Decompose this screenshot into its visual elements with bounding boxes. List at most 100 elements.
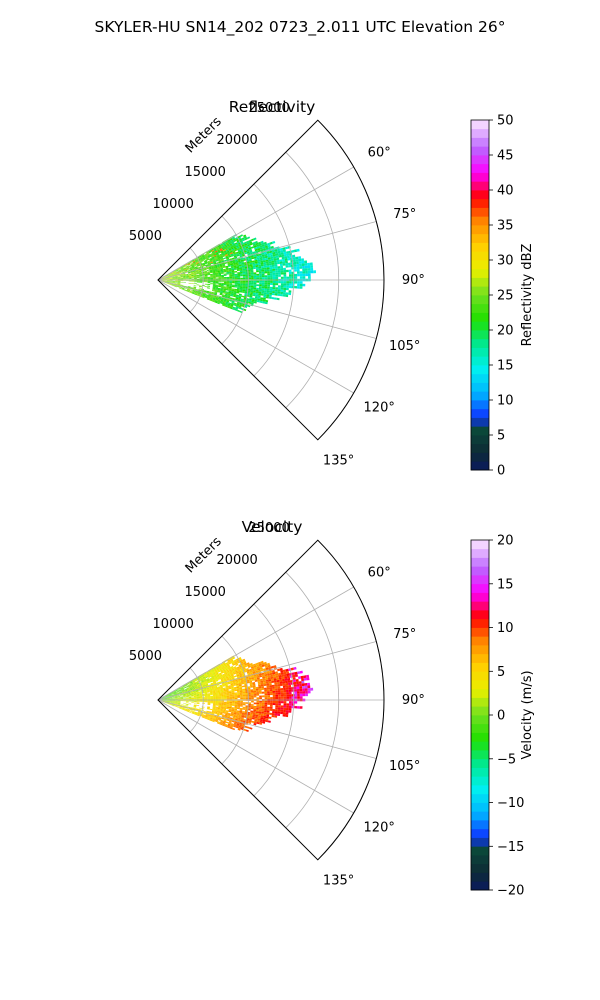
echo-cell (269, 685, 273, 688)
echo-cell (257, 682, 261, 685)
echo-cell (228, 242, 232, 245)
echo-cell (231, 711, 234, 713)
echo-cell (173, 690, 176, 693)
echo-cell (247, 269, 251, 272)
echo-cell (231, 268, 235, 271)
echo-cell (254, 261, 258, 264)
echo-cell (171, 274, 175, 276)
echo-cell (256, 693, 260, 696)
echo-cell (284, 256, 288, 259)
echo-cell (233, 266, 237, 269)
echo-cell (219, 302, 223, 305)
echo-cell (242, 271, 246, 274)
echo-cell (174, 286, 177, 288)
echo-cell (204, 696, 208, 698)
echo-cell (215, 282, 219, 284)
echo-cell (205, 295, 208, 297)
echo-cell (236, 265, 240, 267)
echo-cell (229, 274, 232, 276)
echo-cell (260, 297, 264, 300)
echo-cell (231, 667, 234, 670)
echo-cell (191, 279, 195, 280)
echo-cell (169, 275, 172, 277)
echo-cell (167, 701, 170, 702)
echo-cell (251, 678, 255, 681)
echo-cell (177, 277, 181, 278)
echo-cell (232, 695, 235, 697)
echo-cell (245, 301, 249, 304)
echo-cell (171, 274, 175, 276)
echo-cell (177, 697, 181, 698)
echo-cell (226, 284, 230, 286)
echo-cell (242, 288, 246, 290)
echo-cell (272, 241, 276, 244)
echo-cell (222, 265, 226, 267)
echo-cell (196, 274, 200, 276)
echo-cell (253, 674, 257, 677)
echo-cell (256, 300, 260, 303)
echo-cell (208, 714, 212, 716)
echo-cell (285, 680, 288, 684)
echo-cell (174, 276, 178, 277)
echo-cell (274, 266, 278, 269)
echo-cell (254, 667, 258, 670)
echo-cell (259, 665, 263, 668)
echo-cell (180, 277, 184, 279)
colorbar-segment (471, 461, 489, 471)
echo-cell (256, 675, 260, 679)
echo-cell (272, 289, 276, 292)
echo-cell (247, 264, 251, 267)
echo-cell (236, 253, 239, 256)
echo-cell (210, 674, 214, 677)
echo-cell (177, 267, 181, 270)
echo-cell (236, 246, 240, 249)
colorbar-tick-label: −20 (497, 884, 524, 899)
echo-cell (206, 718, 210, 721)
echo-cell (213, 295, 217, 298)
echo-cell (217, 289, 221, 291)
echo-cell (218, 245, 222, 249)
echo-cell (226, 696, 230, 699)
echo-cell (212, 259, 216, 262)
echo-cell (174, 273, 177, 275)
echo-cell (224, 682, 228, 684)
echo-cell (217, 690, 221, 693)
echo-cell (161, 281, 164, 283)
echo-cell (259, 273, 262, 276)
echo-cell (298, 681, 302, 684)
echo-cell (221, 698, 224, 700)
echo-cell (161, 697, 164, 699)
echo-cell (170, 692, 174, 694)
colorbar-segment (471, 382, 489, 392)
echo-cell (259, 247, 263, 250)
echo-cell (188, 273, 191, 275)
echo-cell (190, 683, 194, 685)
echo-cell (242, 677, 246, 680)
echo-cell (277, 713, 281, 716)
echo-cell (226, 281, 230, 284)
echo-cell (218, 696, 222, 698)
echo-cell (279, 679, 283, 682)
echo-cell (235, 245, 239, 248)
echo-cell (197, 266, 201, 269)
echo-cell (210, 692, 213, 695)
echo-cell (283, 269, 287, 273)
echo-cell (266, 687, 270, 690)
echo-cell (168, 694, 172, 696)
echo-cell (191, 694, 194, 696)
echo-cell (240, 702, 243, 704)
echo-cell (279, 293, 283, 297)
echo-cell (280, 670, 284, 673)
echo-cell (223, 689, 227, 692)
echo-cell (226, 243, 230, 246)
echo-cell (184, 269, 188, 272)
echo-cell (289, 703, 292, 706)
echo-cell (251, 275, 254, 278)
echo-cell (196, 281, 200, 282)
echo-cell (241, 672, 245, 676)
echo-cell (223, 288, 227, 291)
echo-cell (205, 264, 209, 266)
echo-cell (253, 690, 257, 693)
echo-cell (208, 686, 212, 688)
echo-cell (209, 678, 213, 681)
